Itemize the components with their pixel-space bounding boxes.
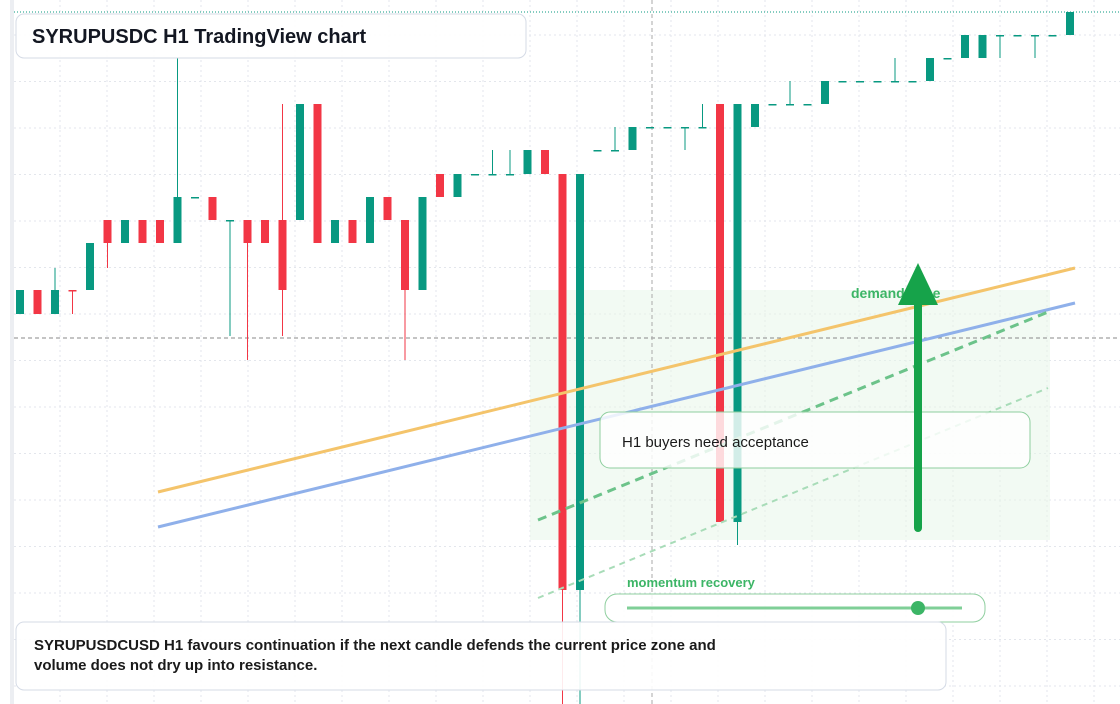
trend-orange [157,266,1076,494]
candle-body [401,220,409,290]
candle-body [173,197,182,243]
candle-body [541,150,549,174]
candle-body [506,174,514,176]
candle-body [453,174,462,197]
candle-body [611,150,619,152]
candle-body [68,290,77,292]
candle-body [803,104,812,106]
candle-body [1031,35,1039,37]
candle-body [908,81,917,83]
candle-body [278,220,287,290]
candle-body [243,220,252,243]
candle-body [856,81,864,83]
candle-body [191,197,199,199]
candle-body [523,150,532,174]
candle-body [821,81,829,104]
candle-body [138,220,147,243]
candle-body [593,150,602,152]
candle-body [943,58,952,60]
title-box [15,13,527,59]
candle-body [1013,35,1022,37]
candle-body [348,220,357,243]
candle-body [33,290,42,314]
candle-body [716,104,724,522]
candle-body [331,220,339,243]
summary-text: SYRUPUSDCUSD H1 favours continuation if … [34,637,716,674]
candle-body [628,127,637,150]
candle-body [86,243,94,290]
candle-body [296,104,304,220]
candle-body [226,220,234,222]
candle-body [891,81,899,83]
candle-body [873,81,882,83]
momentum-knob [911,601,925,615]
candle-body [768,104,777,106]
candle-body [156,220,164,243]
momentum-label: momentum recovery [627,575,756,590]
summary-box [15,621,947,691]
acceptance-box [599,411,1031,469]
candle-body [366,197,374,243]
arrow-head [898,263,938,305]
candle-body [418,197,427,290]
acceptance-text: H1 buyers need acceptance [622,434,809,451]
candle-body [313,104,322,243]
candle-body [51,290,59,314]
candles [16,12,1074,704]
candle-body [261,220,269,243]
candle-body [681,127,689,129]
candle-body [838,81,847,83]
candle-body [558,174,567,590]
candle-body [471,174,479,176]
candle-body [961,35,969,58]
candle-body [786,104,794,106]
candle-body [698,127,707,129]
candle-body [663,127,672,129]
candle-body [383,197,392,220]
candle-body [926,58,934,81]
summary-wrap: SYRUPUSDCUSD H1 favours continuation if … [34,637,716,674]
candle-body [733,104,742,522]
candle-body [576,174,584,590]
candle-body [16,290,24,314]
candle-body [978,35,987,58]
candle-body [103,220,112,243]
candle-body [1066,12,1074,35]
candle-body [1048,35,1057,37]
candle-body [436,174,444,197]
candle-body [996,35,1004,37]
candle-body [208,197,217,220]
candle-body [751,104,759,127]
candle-body [646,127,654,129]
chart-title: SYRUPUSDC H1 TradingView chart [32,26,367,48]
candle-body [488,174,497,176]
trend-dashed-thin [537,387,1049,599]
left-edge [10,0,14,704]
candle-body [121,220,129,243]
